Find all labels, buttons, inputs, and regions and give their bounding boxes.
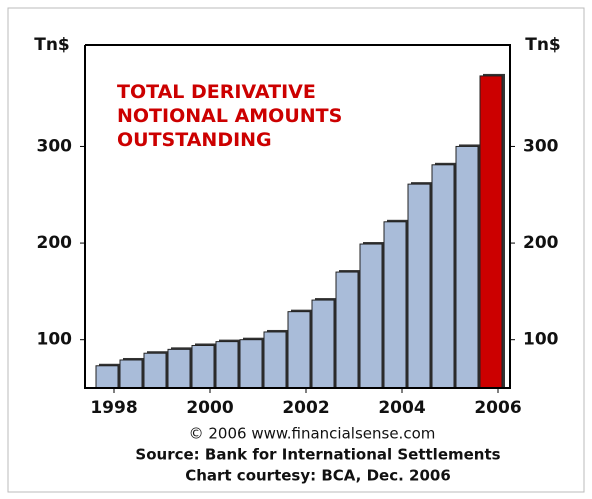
- y-tick-label: 100: [37, 330, 73, 350]
- bar: [407, 183, 431, 389]
- y-tick-label: 300: [37, 136, 73, 156]
- bar: [335, 271, 359, 389]
- bar: [455, 145, 479, 389]
- y2-tick-label: 100: [523, 330, 559, 350]
- bar: [215, 341, 239, 389]
- bar: [119, 359, 143, 389]
- bar: [359, 243, 383, 389]
- y2-tick-label: 300: [523, 136, 559, 156]
- x-tick-label: 2002: [282, 398, 329, 418]
- y-tick-label: 200: [37, 233, 73, 253]
- y2-tick-label: 200: [523, 233, 559, 253]
- bar: [167, 348, 191, 389]
- footer-text: © 2006 www.financialsense.com: [189, 425, 436, 443]
- bar: [239, 339, 263, 389]
- axes: [84, 44, 511, 389]
- bar: [287, 311, 311, 389]
- bar: [95, 365, 119, 389]
- footer-text: Chart courtesy: BCA, Dec. 2006: [185, 467, 451, 485]
- bar: [431, 164, 455, 389]
- bar: [263, 331, 287, 389]
- bar: [191, 344, 215, 389]
- y2-axis-label: Tn$: [525, 35, 561, 55]
- bar: [311, 299, 335, 389]
- x-tick-label: 1998: [90, 398, 137, 418]
- chart-title: TOTAL DERIVATIVE NOTIONAL AMOUNTS OUTSTA…: [117, 81, 343, 151]
- bar: [143, 352, 167, 389]
- bar: [479, 75, 503, 389]
- y-axis-label: Tn$: [34, 35, 70, 55]
- x-tick-label: 2000: [186, 398, 233, 418]
- x-tick-label: 2004: [378, 398, 425, 418]
- x-tick-label: 2006: [474, 398, 521, 418]
- footer-text: Source: Bank for International Settlemen…: [135, 446, 500, 464]
- bar: [383, 221, 407, 389]
- frame: [7, 7, 585, 493]
